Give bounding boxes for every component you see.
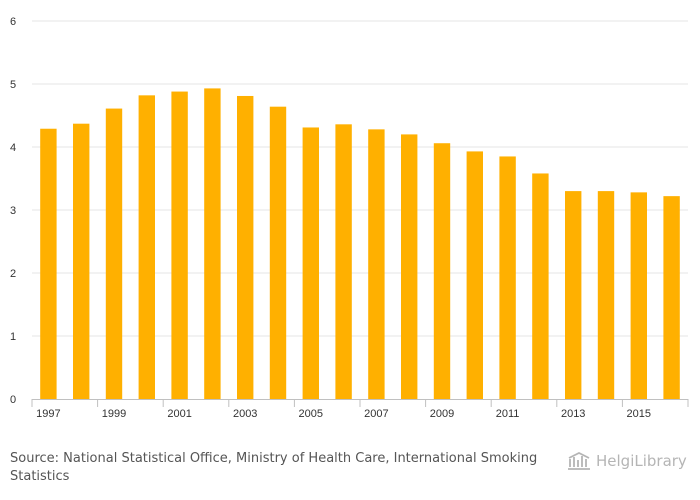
logo-text: HelgiLibrary: [596, 452, 687, 470]
x-tick-label: 2003: [233, 408, 257, 420]
x-tick-label: 2013: [561, 408, 585, 420]
helgi-library-logo: HelgiLibrary: [566, 450, 687, 472]
y-tick-label: 1: [10, 331, 16, 343]
x-tick-label: 2005: [299, 408, 323, 420]
x-tick-label: 2007: [364, 408, 388, 420]
bar: [663, 196, 680, 399]
library-building-icon: [568, 451, 590, 470]
bar: [40, 128, 57, 400]
bar: [499, 156, 516, 399]
x-tick-label: 2015: [627, 408, 651, 420]
y-tick-label: 6: [10, 16, 16, 28]
bar: [401, 134, 418, 399]
x-tick-label: 1999: [102, 408, 126, 420]
bar: [269, 106, 287, 400]
y-tick-label: 4: [10, 142, 16, 154]
source-note: Source: National Statistical Office, Min…: [10, 451, 538, 484]
bar: [597, 191, 615, 399]
y-tick-label: 3: [10, 205, 16, 217]
x-tick-label: 2011: [496, 408, 520, 420]
bar: [237, 95, 254, 399]
bars: [40, 88, 680, 400]
bar: [302, 127, 319, 399]
bar-chart: 0 1 2 3 4 5 6 1997 1999 2001 2003 2005 2007 2009 2011…: [10, 16, 689, 420]
bar: [630, 192, 647, 399]
bar: [204, 88, 221, 399]
bar: [105, 108, 123, 399]
bar: [368, 129, 385, 400]
y-tick-label: 0: [10, 394, 16, 406]
bar: [565, 191, 582, 399]
bar: [532, 173, 549, 399]
x-axis: 1997 1999 2001 2003 2005 2007 2009 2011 2013 2015: [31, 399, 689, 420]
bar: [433, 143, 451, 399]
bar: [171, 91, 188, 399]
bar: [466, 151, 483, 399]
bar: [138, 95, 155, 399]
y-tick-label: 2: [10, 268, 16, 280]
bar: [73, 123, 90, 399]
bar: [335, 124, 352, 399]
x-tick-label: 2009: [430, 408, 454, 420]
x-tick-label: 1997: [36, 408, 60, 420]
y-tick-label: 5: [10, 79, 16, 91]
x-tick-label: 2001: [167, 408, 191, 420]
